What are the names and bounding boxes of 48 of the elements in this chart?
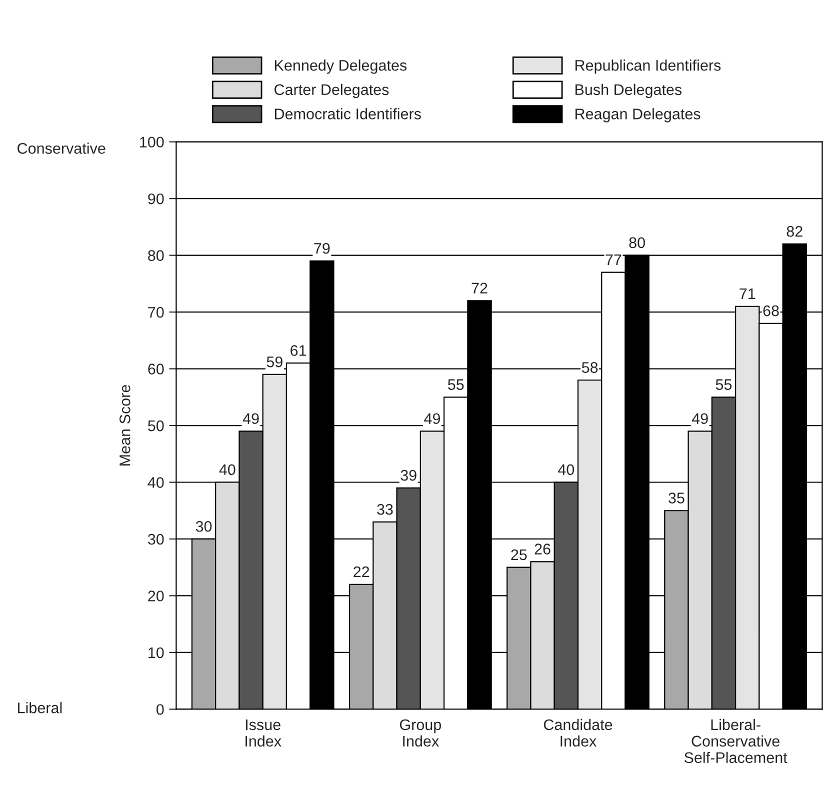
y-tick-label: 20 [148,590,164,602]
y-tick-label: 80 [148,250,164,261]
data-label: 77 [606,254,622,265]
legend-label: Carter Delegates [274,84,389,98]
data-label: 49 [692,413,708,424]
data-label: 55 [716,379,732,390]
legend-label: Reagan Delegates [576,108,700,122]
y-tick-label: 60 [148,364,164,374]
legend-label: Bush Delegates [576,84,682,98]
data-label: 25 [511,549,527,560]
x-tick-label: Liberal- Conservative Self-Placement [684,718,788,764]
x-tick-label: Issue Index [246,719,282,747]
data-label: 80 [629,237,645,248]
data-label: 82 [786,226,802,237]
x-tick-label: Candidate Index [544,718,612,747]
legend-label: Kennedy Delegates [275,60,407,74]
x-tick-label: Group Index [400,719,442,747]
legend-label: Republican Identifiers [576,60,721,74]
y-tick-label: 30 [148,534,164,545]
data-label: 49 [424,413,440,424]
y-tick-label: 40 [148,477,164,488]
data-label: 30 [196,520,212,532]
data-label: 49 [242,413,259,424]
data-label: 61 [290,345,306,356]
data-label: 40 [219,464,236,476]
data-label: 26 [534,544,550,554]
data-label: 22 [354,566,370,578]
legend-label: Democratic Identifiers [275,108,421,120]
data-label: 33 [377,504,393,515]
data-label: 39 [400,470,416,481]
data-label: 68 [763,305,779,316]
y-tick-label: 100 [140,136,164,148]
y-tick-label: 10 [148,647,164,658]
data-label: 40 [558,464,574,476]
data-label: 58 [582,362,598,373]
data-label: 79 [314,242,330,254]
text: Liberal [18,702,62,714]
y-tick-label: 70 [148,306,164,318]
data-label: 71 [740,288,756,300]
y-tick-label: 0 [156,704,164,715]
data-label: 59 [266,356,282,368]
data-label: 72 [472,282,488,294]
y-axis-title: Mean Score [120,385,130,466]
y-tick-label: 50 [148,420,164,432]
data-label: 55 [448,379,464,390]
y-tick-label: 90 [148,193,164,204]
data-label: 35 [668,492,684,504]
text: Conservative [18,142,106,154]
